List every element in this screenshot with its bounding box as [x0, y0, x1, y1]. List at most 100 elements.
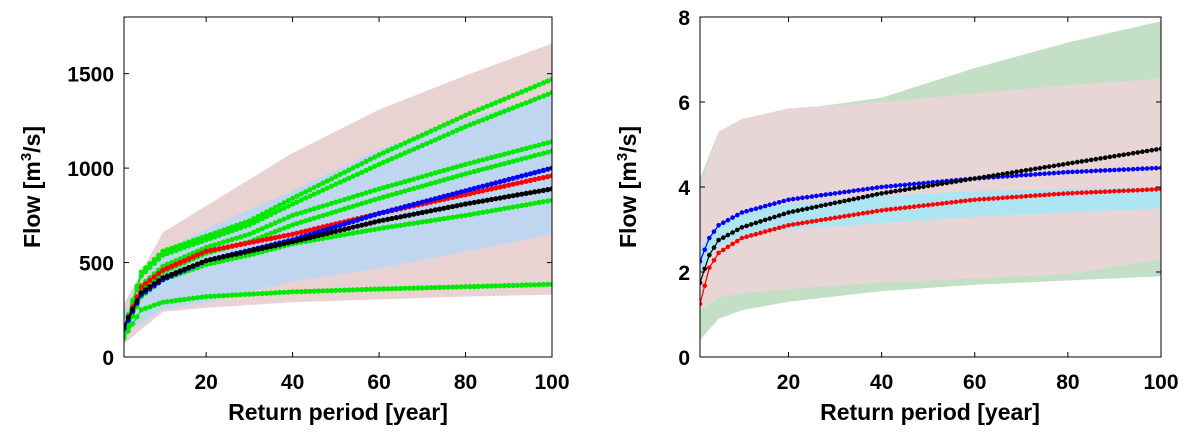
left-series-1-point — [506, 107, 512, 113]
left-series-1-point — [324, 185, 330, 191]
left-series-0-point — [138, 269, 144, 275]
left-series-5-point — [540, 281, 547, 288]
left-series-4-point — [220, 258, 226, 264]
right-series-2-point — [1093, 189, 1099, 195]
right-series-0-point — [1135, 166, 1140, 172]
right-series-0-point — [921, 180, 926, 186]
left-series-1-point — [156, 256, 162, 262]
left-series-6-point — [320, 224, 326, 230]
left-series-5-point — [190, 295, 196, 301]
right-series-0-point — [888, 183, 894, 189]
left-series-7-point — [389, 207, 395, 213]
left-series-0-point — [415, 134, 421, 140]
right-series-1-point — [1079, 159, 1085, 164]
left-series-5-point — [493, 283, 499, 289]
right-series-1-point — [921, 184, 926, 189]
right-series-0-point — [711, 229, 717, 234]
left-series-1-point — [488, 113, 495, 119]
left-series-0-point — [333, 174, 339, 180]
right-series-2-point — [702, 283, 707, 289]
right-series-2-point — [870, 209, 875, 215]
left-series-8-point — [225, 253, 231, 259]
right-series-1-point — [1098, 156, 1103, 161]
left-series-6-point — [186, 256, 192, 262]
left-series-6-point — [177, 260, 183, 266]
left-series-0-point — [359, 161, 365, 167]
left-series-6-point — [216, 246, 222, 252]
left-series-2-point — [328, 200, 335, 206]
left-y-axis-label-base: Flow [m — [19, 161, 45, 248]
left-series-6-point — [225, 244, 231, 250]
right-series-1-point — [939, 181, 945, 186]
right-series-2-point — [837, 214, 842, 220]
left-series-2-point — [415, 175, 421, 181]
left-series-1-point — [367, 165, 373, 171]
left-series-7-point — [432, 196, 438, 202]
left-series-5-point — [389, 286, 395, 292]
left-series-3-point — [428, 181, 434, 187]
left-plot-frame — [123, 16, 553, 358]
left-series-8-point — [445, 204, 451, 210]
left-series-0-point — [376, 152, 382, 158]
left-series-6-point — [181, 258, 188, 264]
right-series-0-point — [902, 182, 908, 188]
left-series-1-point — [359, 169, 365, 175]
left-series-1-point — [545, 91, 551, 97]
right-series-1-point — [837, 199, 842, 205]
left-series-4-point — [212, 260, 218, 266]
left-series-8-point — [207, 257, 214, 263]
left-series-8-point — [264, 244, 270, 250]
right-series-0-point — [1042, 171, 1047, 176]
left-y-tick-label: 1000 — [67, 158, 114, 181]
left-series-1-point — [225, 229, 231, 235]
right-series-2-point — [930, 202, 936, 207]
left-series-5-point — [125, 328, 131, 334]
left-series-4-point — [341, 232, 348, 238]
left-series-0-point — [428, 128, 434, 134]
left-series-0-point — [493, 100, 499, 106]
left-series-3-point — [419, 183, 425, 189]
left-series-4-point — [406, 221, 412, 227]
left-x-tick-label: 20 — [194, 371, 217, 394]
right-series-0-point — [1046, 171, 1052, 176]
left-series-3-point — [307, 216, 313, 223]
left-series-6-point — [199, 250, 205, 256]
left-series-5-point — [363, 286, 369, 292]
left-series-6-point — [147, 277, 153, 283]
right-series-0-point — [1130, 166, 1136, 172]
left-series-1-point — [402, 150, 408, 156]
right-series-0-point — [828, 191, 833, 197]
right-series-1-point — [967, 176, 973, 182]
left-series-0-point — [290, 195, 296, 201]
left-x-tick-label: 80 — [454, 371, 477, 394]
right-series-1-point — [735, 227, 740, 233]
left-series-2-point — [259, 226, 265, 232]
left-series-5-point — [398, 285, 404, 291]
right-series-2-point — [818, 217, 824, 223]
left-series-1-point — [341, 177, 348, 183]
left-series-5-point — [475, 283, 482, 289]
left-series-8-point — [497, 195, 503, 201]
right-series-0-point — [721, 220, 726, 225]
right-series-0-point — [781, 198, 787, 204]
left-series-2-point — [458, 163, 464, 169]
right-series-1-point — [1037, 165, 1043, 171]
left-series-6-point — [238, 241, 244, 247]
left-series-5-point — [294, 289, 300, 295]
left-series-0-point — [458, 114, 464, 120]
left-series-0-point — [225, 226, 231, 232]
left-series-6-point — [480, 188, 486, 194]
left-series-2-point — [220, 239, 226, 245]
right-y-axis-label-base: Flow [m — [615, 161, 641, 248]
left-series-6-point — [212, 246, 218, 253]
left-series-2-point — [519, 147, 525, 153]
left-series-0-point — [328, 176, 335, 182]
left-series-2-point — [207, 243, 214, 249]
left-series-2-point — [506, 150, 512, 156]
right-series-1-point — [1154, 147, 1159, 152]
left-series-1-point — [294, 199, 300, 205]
right-series-0-point — [800, 195, 805, 201]
right-series-1-point — [818, 203, 824, 209]
left-series-7-point — [450, 191, 456, 197]
left-series-7-point — [480, 183, 486, 189]
